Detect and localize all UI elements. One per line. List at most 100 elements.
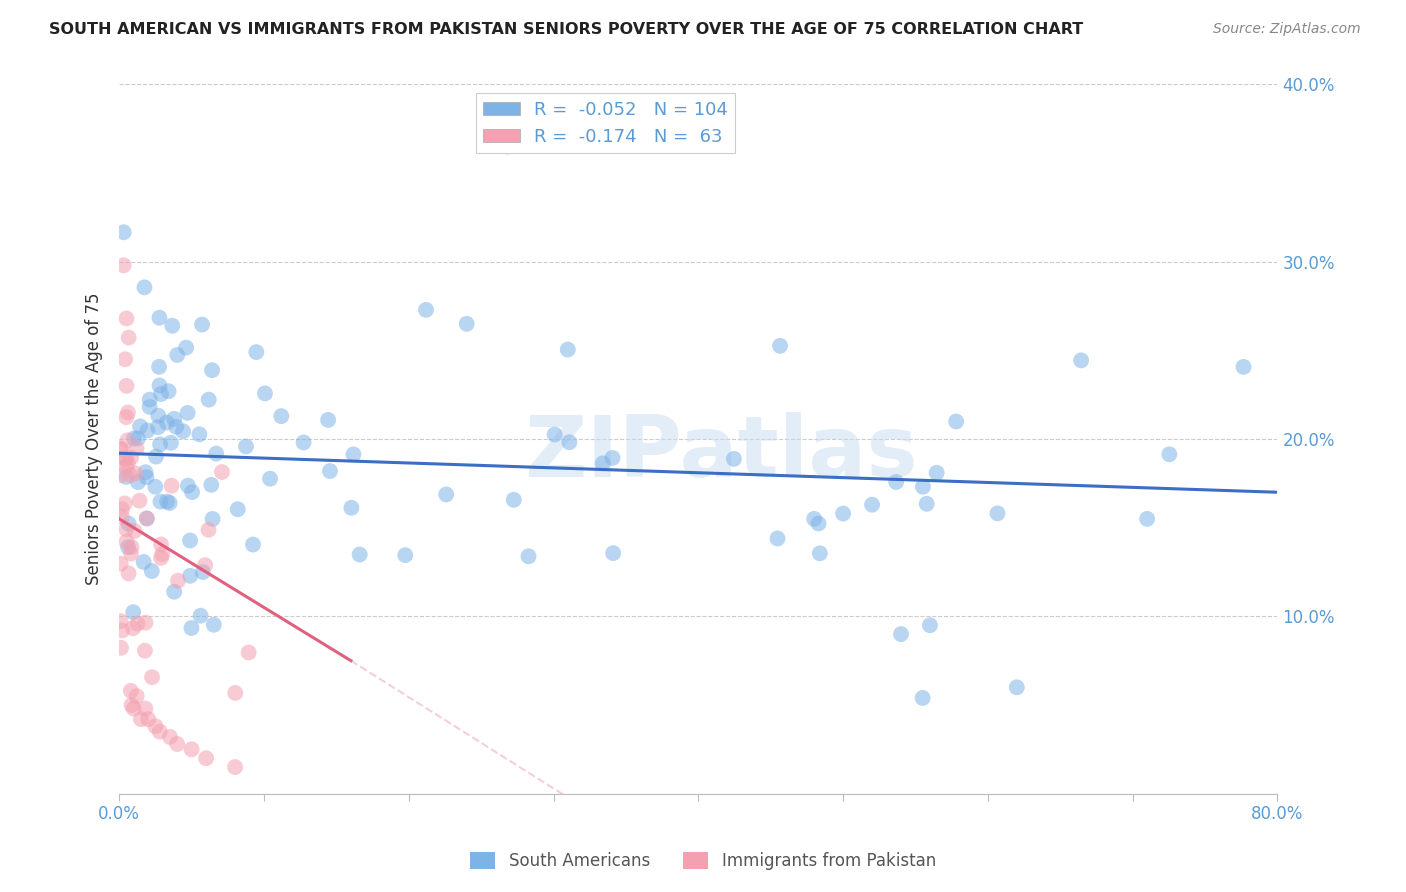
Point (191, 565, 214, 579)
Point (188, 427, 211, 442)
Point (235, 439, 257, 453)
Point (138, 392, 160, 407)
Point (128, 493, 150, 508)
Point (110, 442, 132, 456)
Point (1136, 512, 1159, 526)
Point (925, 466, 948, 480)
Point (125, 689, 148, 703)
Point (884, 475, 907, 489)
Point (166, 737, 188, 751)
Point (115, 470, 138, 484)
Point (117, 330, 139, 344)
Point (176, 406, 198, 420)
Point (135, 511, 157, 525)
Point (122, 621, 145, 635)
Point (120, 547, 142, 561)
Point (129, 419, 152, 434)
Point (270, 409, 292, 424)
Point (150, 547, 173, 561)
Point (167, 574, 190, 588)
Point (129, 712, 152, 726)
Point (145, 719, 167, 733)
Point (316, 413, 339, 427)
Point (148, 378, 170, 392)
Point (136, 712, 159, 726)
Point (191, 318, 214, 332)
Point (174, 341, 197, 355)
Point (162, 318, 184, 333)
Point (803, 512, 825, 526)
Point (134, 280, 156, 294)
Point (245, 345, 267, 359)
Point (148, 409, 170, 423)
Point (122, 432, 145, 446)
Point (160, 435, 183, 450)
Point (115, 410, 138, 425)
Point (114, 496, 136, 510)
Point (111, 509, 134, 524)
Point (860, 498, 883, 512)
Point (163, 412, 186, 426)
Point (197, 392, 219, 407)
Legend: R =  -0.052   N = 104, R =  -0.174   N =  63: R = -0.052 N = 104, R = -0.174 N = 63 (477, 94, 735, 153)
Point (134, 615, 156, 630)
Point (986, 507, 1008, 521)
Point (135, 470, 157, 484)
Point (110, 468, 132, 483)
Point (117, 516, 139, 531)
Point (125, 442, 148, 456)
Point (115, 534, 138, 549)
Point (1070, 353, 1092, 368)
Point (242, 537, 264, 551)
Point (769, 339, 792, 353)
Point (723, 451, 745, 466)
Point (149, 724, 172, 739)
Point (766, 532, 789, 546)
Point (496, 139, 519, 153)
Point (238, 645, 260, 659)
Point (121, 698, 143, 712)
Point (120, 450, 142, 465)
Y-axis label: Seniors Poverty Over the Age of 75: Seniors Poverty Over the Age of 75 (86, 293, 103, 585)
Point (945, 415, 967, 429)
Point (115, 450, 138, 465)
Point (557, 343, 579, 357)
Point (159, 730, 181, 744)
Point (517, 549, 540, 564)
Point (134, 465, 156, 479)
Point (558, 435, 581, 450)
Point (915, 497, 938, 511)
Point (201, 512, 224, 526)
Point (159, 496, 181, 510)
Point (114, 352, 136, 367)
Point (114, 452, 136, 467)
Point (146, 420, 169, 434)
Point (112, 225, 135, 239)
Point (180, 621, 202, 635)
Point (1232, 359, 1254, 374)
Point (456, 317, 478, 331)
Point (117, 456, 139, 470)
Point (180, 742, 202, 756)
Point (197, 523, 219, 537)
Text: Source: ZipAtlas.com: Source: ZipAtlas.com (1213, 22, 1361, 37)
Point (110, 640, 132, 655)
Point (117, 405, 139, 419)
Point (163, 584, 186, 599)
Point (181, 485, 204, 500)
Point (136, 424, 159, 438)
Point (111, 624, 134, 638)
Point (120, 468, 142, 483)
Point (117, 566, 139, 581)
Point (342, 447, 364, 461)
Point (179, 569, 201, 583)
Point (115, 311, 138, 326)
Point (911, 480, 934, 494)
Point (172, 424, 194, 438)
Point (165, 420, 187, 434)
Point (808, 546, 831, 560)
Point (134, 643, 156, 657)
Point (111, 502, 134, 516)
Point (135, 511, 157, 525)
Point (138, 400, 160, 414)
